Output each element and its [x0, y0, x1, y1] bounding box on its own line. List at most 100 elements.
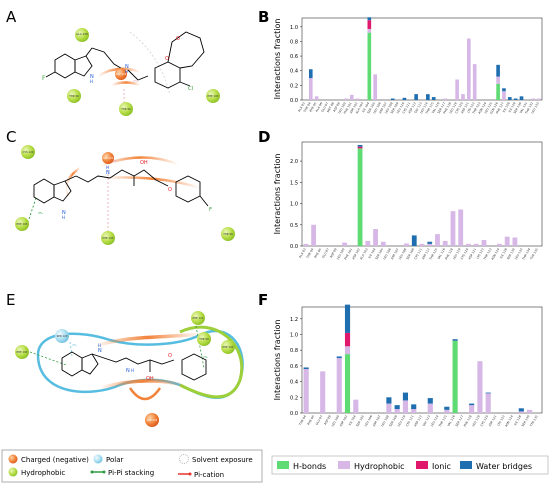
x-tick-label: ASP 99 — [329, 247, 338, 258]
x-tick-label: PHE 95 — [313, 247, 322, 258]
bar-segment — [427, 403, 433, 413]
bar-segment — [481, 240, 487, 246]
bar-segment — [472, 64, 477, 100]
x-tick-label: LEU 114 — [430, 414, 440, 427]
y-tick-label: 0.6 — [290, 364, 298, 370]
bar-segment — [496, 83, 500, 100]
legend-label: Pi-cation — [194, 471, 224, 479]
atom-label: H — [90, 79, 93, 84]
bar-segment — [404, 243, 409, 246]
residue-label: THR 96 — [199, 337, 209, 341]
x-tick-label: LYS 122 — [466, 101, 475, 113]
chart-b: 0.0 0.2 0.4 0.6 0.8 1.0 Interactions fraction A… — [273, 17, 543, 116]
plot-area — [301, 306, 543, 414]
bar-segment — [427, 241, 433, 244]
x-tick-label: LEU 119 — [471, 414, 481, 427]
bar-segment — [485, 392, 491, 394]
bar-segment — [357, 146, 363, 149]
pi-pi-stacking-line — [27, 197, 37, 223]
y-tick-label: 1.5 — [290, 180, 298, 186]
x-tick-label: GLU 97 — [315, 414, 324, 425]
bar-segment — [357, 144, 363, 147]
x-tick-label: LEU 133 — [514, 247, 524, 260]
x-tick-label: LEU 106 — [372, 101, 382, 114]
hydrophobic-residue-icon — [206, 89, 220, 103]
bar-segment — [442, 240, 448, 246]
x-tick-label: CYS 111 — [413, 247, 423, 260]
bar-segment — [497, 243, 502, 246]
legend-label: Polar — [106, 456, 123, 464]
bar-segment — [469, 403, 475, 406]
y-tick-label: 0.4 — [290, 69, 298, 75]
y-tick-label: 1.0 — [290, 332, 298, 338]
legend-label: Solvent exposure — [192, 456, 253, 464]
y-tick-label: 1.0 — [290, 202, 298, 208]
x-tick-label: ASP 112 — [407, 101, 417, 114]
legend-label: Water bridges — [476, 462, 532, 471]
plot-area — [301, 141, 543, 247]
bar-segment — [455, 79, 459, 100]
atom-label: O — [165, 56, 169, 62]
x-tick-label: VAL 116 — [446, 414, 456, 427]
atom-label: N — [126, 368, 130, 374]
hydrophobic-residue-icon — [67, 89, 81, 103]
y-tick-label: 1.0 — [290, 25, 298, 31]
x-tick-label: ASN 124 — [504, 414, 514, 427]
x-tick-label: SER 109 — [388, 414, 398, 427]
atom-label: OH — [146, 376, 154, 382]
x-tick-label: ALA 103 — [355, 101, 365, 114]
atom-label: N — [106, 170, 110, 176]
x-tick-label: GLN 126 — [489, 101, 499, 114]
bar-segment — [311, 224, 317, 246]
y-tick-label: 0.6 — [290, 54, 298, 60]
atom-label: N — [62, 210, 66, 216]
x-tick-label: SER 130 — [506, 247, 516, 260]
x-tick-label: SER 130 — [513, 101, 523, 114]
y-tick-label: 0.5 — [290, 223, 298, 229]
bar-segment — [355, 98, 360, 100]
bar-segment — [386, 397, 392, 404]
x-tick-label: ASP 121 — [467, 247, 477, 260]
y-tick-label: 0.4 — [290, 380, 298, 386]
y-tick-label: 0.2 — [290, 83, 298, 89]
x-tick-label: PHE 127 — [495, 101, 505, 114]
bar-segment — [349, 94, 354, 100]
bar-segment — [394, 409, 400, 413]
x-tick-label: MET 98 — [326, 101, 335, 113]
x-tick-label: LEU 100 — [337, 101, 347, 114]
x-tick-label: LEU 100 — [336, 247, 346, 260]
bar-segment — [320, 371, 326, 413]
molecule-a-residues: ALA 120 ASP 121 THR 96 PHE 193 THR 96 F … — [42, 28, 220, 116]
residue-label: THR 96 — [121, 107, 131, 111]
bar-segment — [461, 94, 465, 100]
bar-segment — [519, 96, 524, 100]
x-tick-label: LEU 125 — [483, 101, 493, 114]
atom-label: N — [90, 74, 94, 80]
x-tick-label: LYS 122 — [475, 247, 484, 259]
x-tick-label: LEU 106 — [382, 247, 392, 260]
bar-segment — [531, 98, 536, 100]
residue-label: THR 96 — [223, 232, 233, 236]
x-tick-label: SER 117 — [437, 101, 447, 114]
x-tick-label: ALA 93 — [298, 247, 307, 258]
x-tick-label: ILE 104 — [367, 247, 376, 259]
benzene-ring-c1 — [33, 178, 55, 204]
legend-label: Pi-Pi stacking — [108, 469, 154, 477]
bar-segment — [414, 94, 418, 100]
legend-label: Ionic — [432, 462, 451, 471]
y-tick-label: 0.0 — [290, 244, 298, 250]
x-tick-label: LEU 133 — [530, 101, 540, 114]
x-tick-label: GLY 113 — [422, 414, 432, 427]
x-tick-label: THR 115 — [428, 247, 438, 261]
y-tick-label: 0.0 — [290, 411, 298, 417]
bar-segment — [303, 243, 309, 246]
x-tick-label: SER 105 — [374, 247, 384, 260]
x-tick-label: GLY 113 — [413, 101, 423, 114]
atom-label: H — [106, 165, 109, 170]
legend-swatch — [338, 461, 350, 469]
bar-segment — [314, 96, 319, 100]
bar-segment — [496, 76, 500, 84]
bar-segment — [427, 243, 433, 246]
x-tick-label: LEU 100 — [330, 414, 340, 427]
x-tick-label: TYR 135 — [529, 414, 539, 428]
